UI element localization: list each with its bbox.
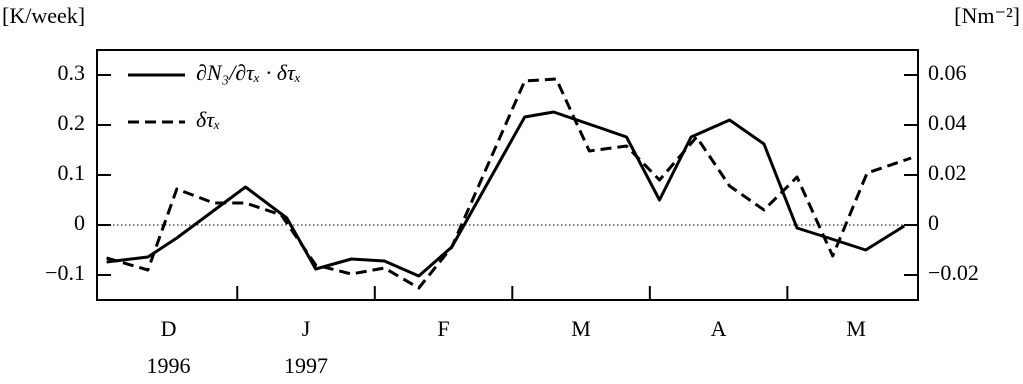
y2-tick-label: 0.04 (928, 110, 967, 135)
y2-tick-label: 0.02 (928, 160, 967, 185)
y-axis-unit: [K/week] (2, 3, 85, 28)
x-month-label: M (846, 316, 866, 341)
x-year-label: 1996 (147, 353, 191, 378)
x-month-label: M (571, 316, 591, 341)
data-line (106, 77, 912, 290)
y2-tick-label: 0 (928, 210, 939, 235)
y2-axis-unit: [Nm⁻²] (954, 3, 1020, 28)
x-month-label: D (161, 316, 177, 341)
y-tick-label: 0.1 (58, 160, 86, 185)
y-tick-label: 0.2 (58, 110, 86, 135)
x-month-label: J (302, 316, 311, 341)
y-tick-label: 0.3 (58, 60, 86, 85)
x-year-label: 1997 (284, 353, 328, 378)
x-month-label: F (437, 316, 449, 341)
x-month-label: A (711, 316, 727, 341)
y2-tick-label: 0.06 (928, 60, 967, 85)
data-line (106, 110, 905, 278)
y-tick-label: 0 (74, 210, 85, 235)
y-tick-label: −0.1 (45, 260, 85, 285)
legend-label: ∂N₃/∂τₓ · δτₓ (196, 60, 301, 85)
plot-frame (96, 49, 919, 301)
legend-label: δτₓ (196, 107, 220, 132)
y2-tick-label: −0.02 (928, 260, 979, 285)
